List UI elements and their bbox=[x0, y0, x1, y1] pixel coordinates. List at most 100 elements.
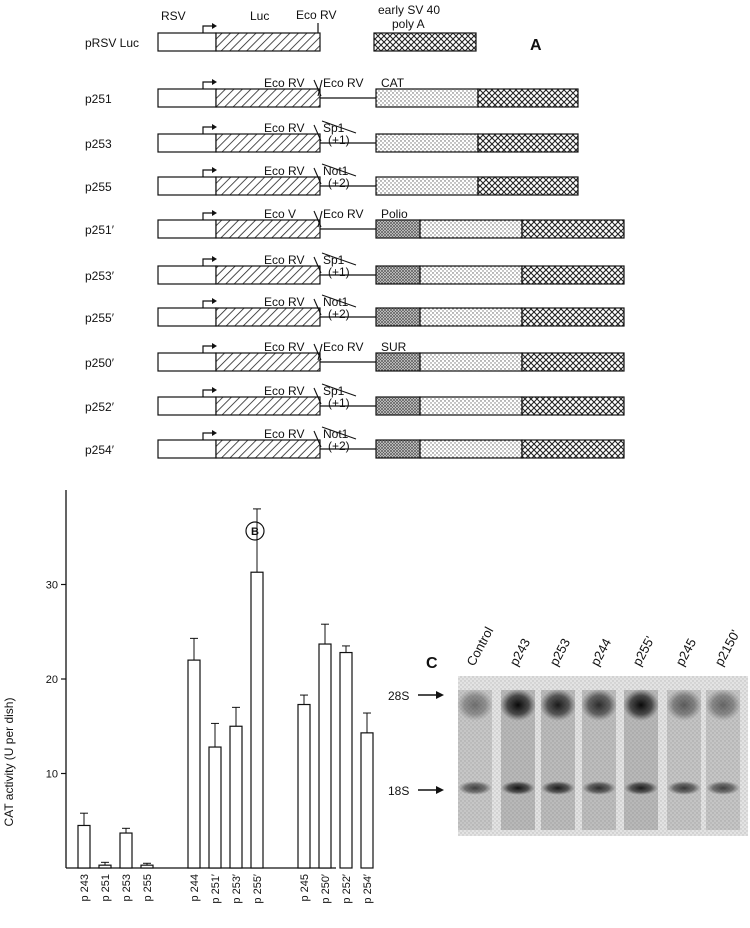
band-18s bbox=[458, 781, 492, 795]
promoter-arrow bbox=[202, 345, 212, 353]
cut-site bbox=[313, 343, 322, 361]
promoter-arrow-head bbox=[212, 343, 217, 349]
sv40-box bbox=[477, 133, 579, 153]
construct-name: p251 bbox=[85, 92, 112, 106]
promoter-arrow bbox=[202, 126, 212, 134]
band-28s bbox=[705, 689, 741, 721]
frame-shift-label: (+1) bbox=[328, 396, 350, 410]
cut-site bbox=[313, 256, 322, 274]
site-label: Eco V bbox=[264, 207, 296, 221]
construct-row: p255′ Eco RV Not1(+2) bbox=[85, 294, 625, 327]
band-28s bbox=[500, 689, 536, 721]
y-tick-label: 20 bbox=[46, 674, 58, 686]
site-label: Eco RV bbox=[264, 384, 304, 398]
lane-label: Control bbox=[463, 624, 496, 668]
size-marker-label: 18S bbox=[388, 784, 409, 798]
lane-label: p245 bbox=[672, 636, 699, 669]
luc-box bbox=[215, 439, 321, 459]
polio-box bbox=[375, 219, 421, 239]
promoter-arrow-head bbox=[212, 23, 217, 29]
luc-box bbox=[215, 265, 321, 285]
promoter-arrow bbox=[202, 81, 212, 89]
sv40-box bbox=[521, 352, 625, 372]
sv40-box bbox=[477, 88, 579, 108]
svg-text:B: B bbox=[251, 526, 259, 538]
panel-b-label: B bbox=[245, 521, 265, 541]
x-tick-label: p 255′ bbox=[252, 874, 264, 904]
band-18s bbox=[582, 781, 616, 795]
sv40-box bbox=[521, 396, 625, 416]
luc-box bbox=[215, 219, 321, 239]
y-tick-label: 10 bbox=[46, 769, 58, 781]
construct-row: p251′ Eco V Eco RV Polio bbox=[85, 207, 625, 239]
promoter-arrow-head bbox=[212, 79, 217, 85]
site-label: Sp1 bbox=[323, 121, 345, 135]
cat-box bbox=[419, 352, 523, 372]
promoter-arrow-head bbox=[212, 387, 217, 393]
frame-shift-label: (+2) bbox=[328, 307, 350, 321]
rsv-box bbox=[157, 133, 217, 153]
cat-box bbox=[419, 396, 523, 416]
rsv-box bbox=[157, 32, 217, 52]
rsv-box bbox=[157, 219, 217, 239]
construct-name: p253 bbox=[85, 137, 112, 151]
cut-site bbox=[313, 210, 322, 228]
cut-site bbox=[317, 79, 323, 97]
lane-label: p244 bbox=[587, 636, 614, 669]
x-tick-label: p 250′ bbox=[320, 874, 332, 904]
bar bbox=[98, 864, 112, 869]
rsv-box bbox=[157, 88, 217, 108]
insert-label: SUR bbox=[381, 340, 407, 354]
band-18s bbox=[541, 781, 575, 795]
site-label: Eco RV bbox=[264, 76, 304, 90]
polio-box bbox=[375, 307, 421, 327]
bar bbox=[187, 659, 201, 869]
cut-site bbox=[313, 167, 322, 185]
bar bbox=[339, 651, 353, 869]
site-label: Sp1 bbox=[323, 384, 345, 398]
strike bbox=[321, 252, 357, 266]
luc-box bbox=[215, 88, 321, 108]
construct-name: p255 bbox=[85, 180, 112, 194]
rsv-box bbox=[157, 307, 217, 327]
luc-box bbox=[215, 352, 321, 372]
rsv-box bbox=[157, 396, 217, 416]
rsv-box bbox=[157, 439, 217, 459]
promoter-arrow bbox=[202, 258, 212, 266]
bar bbox=[229, 725, 243, 869]
x-tick-label: p 244 bbox=[189, 874, 201, 902]
bar bbox=[360, 732, 374, 869]
band-28s bbox=[540, 689, 576, 721]
band-18s bbox=[624, 781, 658, 795]
promoter-arrow bbox=[202, 212, 212, 220]
lane-label: p255' bbox=[629, 634, 657, 669]
panel-c-northern-blot: C Control p243 p253 p244 p255' p245 p2150' 28S… bbox=[388, 624, 748, 836]
luc-box bbox=[215, 133, 321, 153]
promoter-arrow bbox=[202, 25, 212, 33]
rsv-box bbox=[157, 176, 217, 196]
promoter-arrow-head bbox=[212, 124, 217, 130]
cut-site bbox=[313, 124, 322, 142]
promoter-arrow-head bbox=[212, 167, 217, 173]
promoter-arrow bbox=[202, 389, 212, 397]
construct-name: pRSV Luc bbox=[85, 36, 139, 50]
site-label: Eco RV bbox=[264, 121, 304, 135]
bar bbox=[318, 643, 332, 869]
cut-site bbox=[313, 298, 322, 316]
sv40-box bbox=[521, 307, 625, 327]
x-tick-label: p 243 bbox=[79, 874, 91, 902]
construct-name: p251′ bbox=[85, 223, 115, 237]
bar bbox=[140, 864, 154, 869]
cat-box bbox=[419, 219, 523, 239]
construct-row: p251 Eco RV Eco RV CAT bbox=[85, 76, 579, 108]
luc-box bbox=[215, 176, 321, 196]
cut-site bbox=[313, 430, 322, 448]
polya-label: poly A bbox=[392, 17, 425, 31]
site-label: Eco RV bbox=[264, 340, 304, 354]
x-tick-label: p 251′ bbox=[210, 874, 222, 904]
rsv-box bbox=[157, 265, 217, 285]
site-label: Not1 bbox=[323, 427, 349, 441]
strike bbox=[321, 120, 357, 134]
frame-shift-label: (+1) bbox=[328, 265, 350, 279]
site-label: Eco RV bbox=[323, 340, 363, 354]
